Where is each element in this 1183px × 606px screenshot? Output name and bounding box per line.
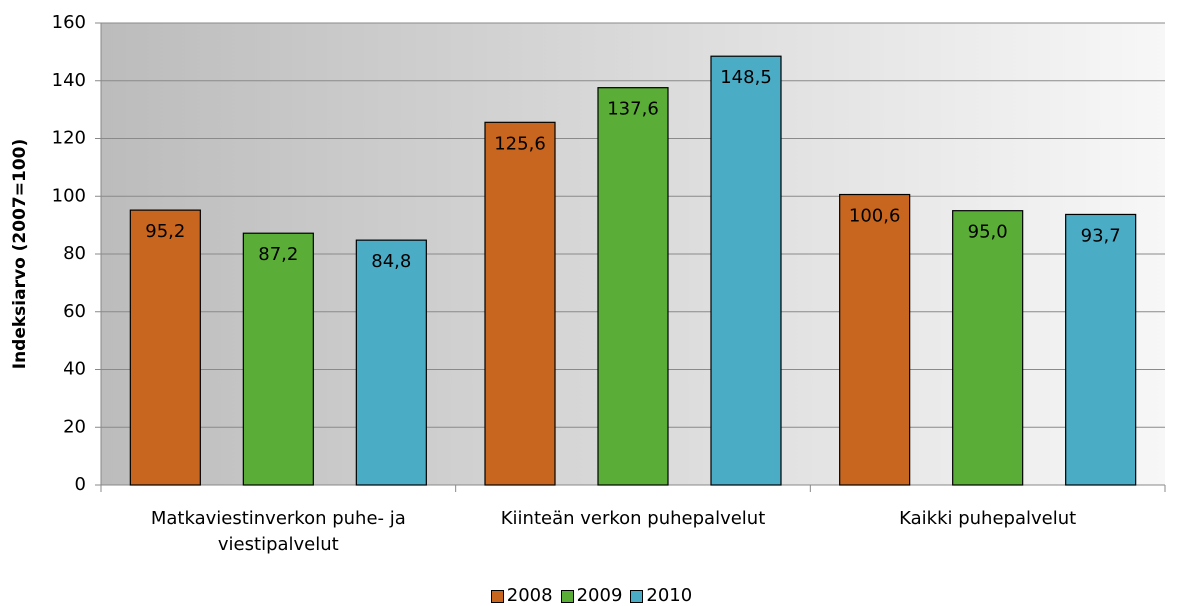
bar	[129, 209, 201, 486]
bar	[597, 87, 669, 486]
legend-label: 2008	[506, 585, 553, 606]
data-label: 95,0	[968, 222, 1008, 243]
data-label: 148,5	[720, 67, 772, 88]
data-label: 125,6	[494, 133, 546, 154]
legend-swatch	[630, 589, 644, 603]
bar	[355, 239, 427, 486]
legend-label: 2009	[576, 585, 623, 606]
y-tick-label: 140	[52, 70, 86, 91]
y-tick-label: 20	[63, 416, 86, 437]
legend-item: 2010	[630, 586, 692, 606]
y-tick-label: 160	[52, 12, 86, 33]
bar	[484, 121, 556, 486]
x-tick-label: Kiinteän verkon puhepalvelut	[500, 508, 766, 529]
bar	[952, 210, 1024, 486]
legend: 2008 2009 2010	[0, 586, 1183, 606]
data-label: 93,7	[1081, 225, 1121, 246]
bar	[839, 193, 911, 486]
bar	[242, 232, 314, 486]
x-tick-label: Matkaviestinverkon puhe- ja viestipalvel…	[150, 508, 406, 555]
y-tick-label: 0	[75, 474, 86, 495]
data-label: 137,6	[607, 99, 659, 120]
y-tick-label: 40	[63, 359, 86, 380]
y-tick-label: 60	[63, 301, 86, 322]
y-tick-label: 120	[52, 128, 86, 149]
x-tick-label: Kaikki puhepalvelut	[899, 508, 1077, 529]
bar	[1065, 213, 1137, 486]
data-label: 87,2	[258, 244, 298, 265]
legend-item: 2008	[490, 585, 553, 606]
legend-swatch	[560, 589, 574, 603]
data-label: 100,6	[849, 206, 901, 227]
legend-item: 2009	[560, 585, 623, 606]
legend-swatch	[490, 589, 504, 603]
legend-label: 2010	[646, 585, 693, 606]
y-axis-label: Indeksiarvo (2007=100)	[10, 139, 30, 370]
bar	[710, 55, 782, 486]
y-tick-label: 100	[52, 185, 86, 206]
y-tick-label: 80	[63, 243, 86, 264]
data-label: 95,2	[145, 221, 185, 242]
data-label: 84,8	[371, 251, 411, 272]
